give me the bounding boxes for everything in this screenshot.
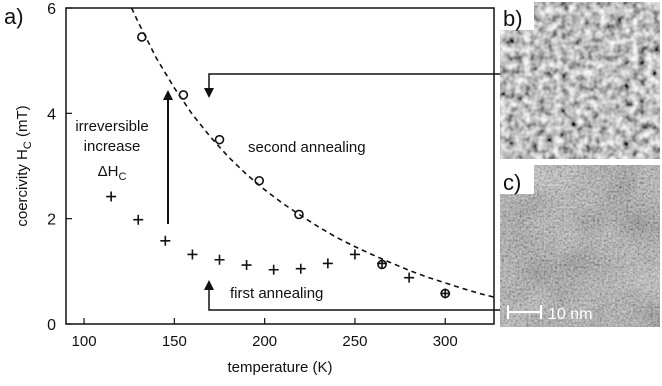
y-tick-label: 2 <box>47 212 56 229</box>
x-tick-label: 100 <box>72 333 97 350</box>
data-point-plus <box>440 288 451 299</box>
data-point-plus <box>322 258 333 269</box>
y-axis-label: coercivity HC (mT) <box>14 105 34 226</box>
fit-curve <box>130 7 495 298</box>
data-point-plus <box>187 249 198 260</box>
x-tick-label: 150 <box>162 333 187 350</box>
panel-label-c: c) <box>503 170 521 195</box>
panel-label-a: a) <box>4 4 24 29</box>
x-axis-label: temperature (K) <box>227 359 332 376</box>
annotation-first-annealing: first annealing <box>230 285 323 302</box>
data-point-circle <box>254 175 265 186</box>
data-point-circle <box>294 209 304 220</box>
image-panel-b: b) <box>500 2 660 159</box>
y-tick-label: 0 <box>47 317 56 334</box>
data-point-plus <box>241 260 252 271</box>
panel-label-b-bg <box>500 2 534 30</box>
scale-bar-label: 10 nm <box>548 306 592 323</box>
panel-label-b: b) <box>503 6 523 31</box>
connector-arrow-b <box>204 73 500 98</box>
x-tick-label: 250 <box>342 333 367 350</box>
y-axis: 0 2 4 6 <box>47 1 72 334</box>
annotation-irreversible-line2: increase <box>84 138 141 155</box>
data-point-plus <box>214 254 225 265</box>
connector-arrow-c <box>204 280 500 311</box>
series-second-annealing <box>137 32 451 299</box>
data-point-plus <box>404 272 415 283</box>
x-tick-label: 200 <box>252 333 277 350</box>
data-point-plus <box>133 214 144 225</box>
annotation-second-annealing: second annealing <box>248 139 366 156</box>
data-point-plus <box>377 258 388 269</box>
y-axis-label-unit-text: (mT) <box>14 105 31 137</box>
data-point-plus <box>106 191 117 202</box>
annotation-irreversible-line1: irreversible <box>75 118 148 135</box>
delta-main: ΔH <box>98 163 119 180</box>
series-first-annealing <box>106 191 451 299</box>
data-point-circle <box>137 32 147 42</box>
data-point-plus <box>268 264 279 275</box>
data-point-circle <box>214 134 225 145</box>
panel-label-c-bg <box>500 165 534 194</box>
y-tick-label: 4 <box>47 106 56 123</box>
delta-sub: C <box>118 171 126 183</box>
x-tick-label: 300 <box>433 333 458 350</box>
image-panel-c: c) 10 nm <box>500 165 660 327</box>
data-point-plus <box>295 263 306 274</box>
x-axis: 100 150 200 250 300 <box>72 318 458 350</box>
y-tick-label: 6 <box>47 1 56 18</box>
scale-bar: 10 nm <box>507 305 592 323</box>
data-point-plus <box>349 249 360 260</box>
y-axis-label-sub: C <box>22 141 34 149</box>
annotation-delta-hc: ΔHC <box>98 163 127 183</box>
data-point-circle <box>178 90 189 100</box>
y-axis-label-main: coercivity H <box>14 149 31 227</box>
data-point-plus <box>160 235 171 246</box>
plot-frame <box>65 7 495 325</box>
annotation-irreversible: irreversible increase ΔHC <box>75 118 148 183</box>
